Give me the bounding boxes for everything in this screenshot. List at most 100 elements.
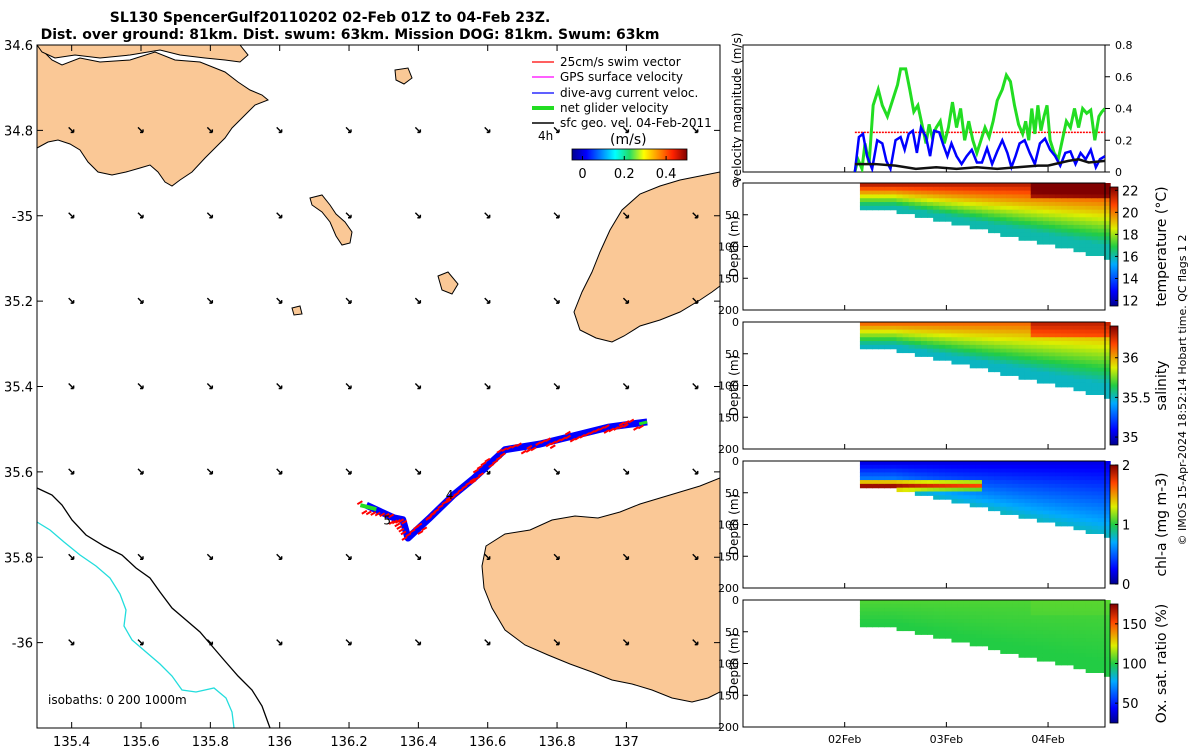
depth-cell xyxy=(890,607,898,613)
depth-cell xyxy=(1012,183,1020,188)
depth-cell xyxy=(939,468,946,474)
depth-cell xyxy=(1018,341,1026,346)
depth-cell xyxy=(945,622,953,628)
depth-cell xyxy=(1018,495,1026,500)
depth-cell xyxy=(1061,348,1068,354)
depth-cell xyxy=(957,205,965,211)
depth-cell xyxy=(1097,622,1105,628)
depth-cell xyxy=(1036,468,1044,474)
geo-arrow xyxy=(484,126,491,134)
depth-cell xyxy=(1012,619,1020,624)
depth-cell xyxy=(1091,194,1099,199)
depth-cell xyxy=(939,615,946,620)
depth-cell xyxy=(1036,518,1044,523)
depth-cell xyxy=(1061,619,1068,624)
depth-cell xyxy=(963,329,971,335)
depth-cell xyxy=(1049,622,1056,628)
depth-cell xyxy=(981,221,989,226)
depth-cell xyxy=(902,476,910,481)
swim-vector xyxy=(417,530,424,535)
depth-cell xyxy=(957,476,965,481)
depth-cell xyxy=(1067,514,1075,519)
depth-cell xyxy=(1024,221,1032,226)
map-x-tick-label: 136.4 xyxy=(400,735,437,750)
swim-vector xyxy=(555,438,562,444)
depth-cell xyxy=(890,194,898,199)
depth-cell xyxy=(1018,198,1026,203)
depth-cell xyxy=(951,600,959,605)
depth-cell xyxy=(1006,183,1014,188)
depth-cell xyxy=(981,641,989,647)
swim-vector xyxy=(530,446,537,452)
map-content: 45 xyxy=(37,45,720,728)
depth-cell xyxy=(1042,329,1050,335)
depth-cell xyxy=(969,634,977,639)
depth-cell xyxy=(994,213,1001,218)
depth-cell xyxy=(933,634,940,639)
depth-cell xyxy=(933,607,940,613)
time-tick-label: 04Feb xyxy=(1031,733,1064,746)
depth-cell xyxy=(1049,649,1056,654)
depth-cell xyxy=(1036,198,1044,203)
depth-cell xyxy=(1030,468,1038,474)
depth-cell xyxy=(933,186,940,192)
depth-cell xyxy=(1061,641,1068,647)
depth-cell xyxy=(1067,653,1075,658)
swim-vector xyxy=(400,530,407,536)
depth-cell xyxy=(896,190,904,196)
depth-cell xyxy=(1061,186,1068,192)
depth-cell xyxy=(908,333,916,338)
depth-cell xyxy=(963,476,971,481)
depth-cell xyxy=(994,626,1001,632)
geo-arrow xyxy=(276,639,283,646)
depth-cell xyxy=(890,600,898,605)
depth-cell xyxy=(988,363,995,369)
depth-cell xyxy=(1079,649,1087,654)
depth-cell xyxy=(896,603,904,609)
depth-cell xyxy=(988,626,995,632)
depth-cell xyxy=(884,329,892,335)
depth-cell xyxy=(1085,352,1093,357)
depth-cell xyxy=(981,356,989,361)
depth-cell xyxy=(920,622,928,628)
depth-cell xyxy=(927,476,934,481)
depth-cell xyxy=(884,603,892,609)
depth-cell xyxy=(1073,198,1081,203)
depth-cell xyxy=(951,202,959,207)
geo-arrow xyxy=(345,126,352,134)
depth-cell xyxy=(988,622,995,628)
depth-cell xyxy=(1049,510,1056,515)
depth-cell xyxy=(902,619,910,624)
depth-cell xyxy=(1079,464,1087,470)
depth-cell xyxy=(927,461,934,466)
depth-cell xyxy=(1055,194,1062,199)
depth-cell xyxy=(1042,228,1050,234)
depth-cell xyxy=(963,202,971,207)
depth-cell xyxy=(1055,645,1062,651)
depth-cell xyxy=(872,622,879,628)
depth-cell xyxy=(963,341,971,346)
depth-cell xyxy=(988,209,995,215)
depth-cell xyxy=(1049,615,1056,620)
depth-cell xyxy=(1049,607,1056,613)
depth-cell xyxy=(1030,325,1038,331)
depth-cell xyxy=(988,228,995,234)
depth-cell xyxy=(1024,213,1032,218)
depth-cell xyxy=(1067,183,1075,188)
depth-cell xyxy=(1012,626,1020,632)
depth-cell xyxy=(1055,217,1062,222)
depth-cell xyxy=(939,619,946,624)
depth-cell xyxy=(920,213,928,218)
depth-cell xyxy=(1030,202,1038,207)
depth-cell xyxy=(866,333,873,338)
depth-cell xyxy=(1000,645,1007,651)
depth-cell xyxy=(933,626,940,632)
depth-cell xyxy=(1049,641,1056,647)
side-note: © IMOS 15-Apr-2024 18:52:14 Hobart time.… xyxy=(1176,235,1189,546)
depth-cell xyxy=(914,186,922,192)
depth-cell xyxy=(1042,641,1050,647)
depth-cell xyxy=(1061,506,1068,512)
depth-cell xyxy=(939,213,946,218)
swim-vector xyxy=(501,447,508,452)
depth-cell xyxy=(951,622,959,628)
